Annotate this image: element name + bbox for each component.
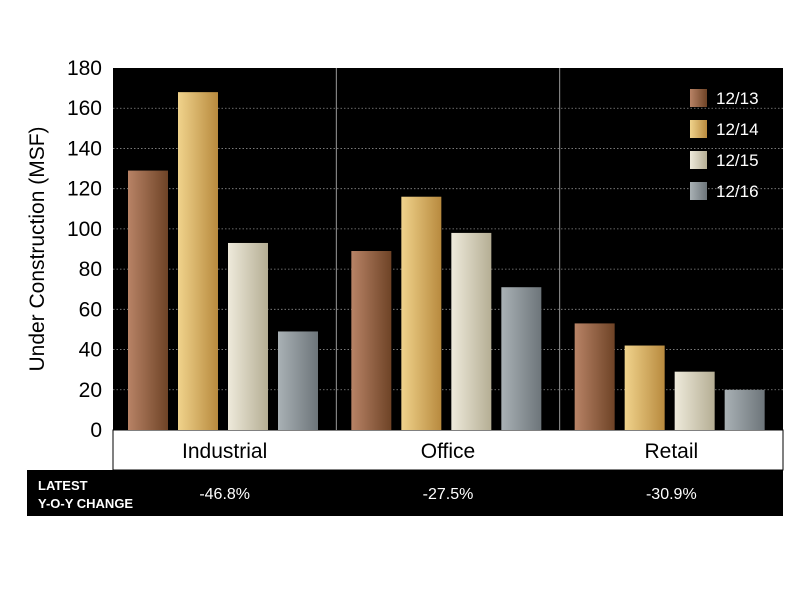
y-tick-label: 40	[79, 339, 102, 362]
legend-label: 12/14	[716, 120, 759, 139]
category-labels: Industrial Office Retail	[182, 440, 698, 463]
bar	[178, 92, 218, 430]
bar	[574, 323, 615, 430]
y-axis-label: Under Construction (MSF)	[26, 126, 49, 371]
y-tick-label: 180	[67, 57, 102, 80]
y-tick-label: 120	[67, 178, 102, 201]
bar	[501, 287, 542, 430]
bar	[351, 251, 392, 430]
bars	[128, 92, 765, 431]
legend-swatch	[690, 151, 707, 169]
y-tick-label: 100	[67, 218, 102, 241]
category-separators	[335, 68, 561, 430]
y-tick-label: 20	[79, 379, 102, 402]
footer-label-line1: LATEST	[38, 478, 88, 493]
legend-swatch	[690, 182, 707, 200]
bar	[128, 170, 168, 431]
category-label: Industrial	[182, 440, 267, 463]
bar	[624, 345, 665, 430]
y-tick-label: 0	[90, 419, 102, 442]
y-tick-label: 160	[67, 97, 102, 120]
y-tick-label: 80	[79, 258, 102, 281]
footer-values: -46.8% -27.5% -30.9%	[199, 486, 696, 503]
legend-label: 12/16	[716, 182, 759, 201]
footer-band	[27, 470, 783, 516]
y-tick-label: 60	[79, 298, 102, 321]
category-label: Office	[421, 440, 475, 463]
legend-label: 12/15	[716, 151, 759, 170]
footer-value: -46.8%	[199, 486, 250, 503]
plot-background	[113, 68, 783, 430]
bar	[228, 242, 268, 430]
bar	[724, 389, 765, 430]
bar	[278, 331, 318, 430]
y-tick-label: 140	[67, 137, 102, 160]
legend-label: 12/13	[716, 89, 759, 108]
y-tick-labels: 0 20 40 60 80 100 120 140 160 180	[67, 57, 102, 442]
bar	[451, 232, 492, 430]
footer-value: -27.5%	[423, 486, 474, 503]
legend-swatch	[690, 89, 707, 107]
footer-value: -30.9%	[646, 486, 697, 503]
legend-swatch	[690, 120, 707, 138]
category-band	[112, 429, 784, 471]
legend: 12/13 12/14 12/15 12/16	[690, 89, 759, 201]
category-label: Retail	[644, 440, 698, 463]
footer-label-line2: Y-O-Y CHANGE	[38, 496, 133, 511]
bar	[674, 371, 715, 430]
bar	[401, 196, 442, 430]
